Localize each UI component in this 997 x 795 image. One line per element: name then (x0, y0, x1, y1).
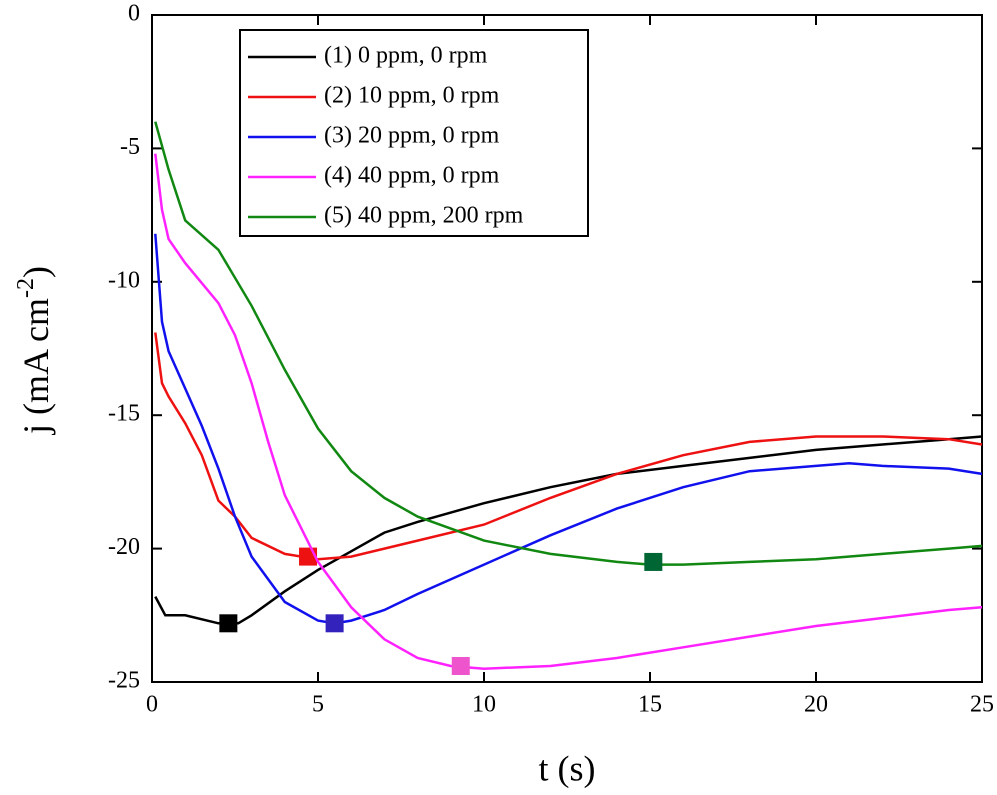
x-tick-label: 10 (472, 692, 496, 718)
y-tick-label: -15 (108, 401, 140, 427)
y-tick-label: -10 (108, 267, 140, 293)
min-marker (451, 656, 470, 675)
y-axis-label-part: ) (16, 266, 56, 278)
plot-frame (151, 14, 983, 683)
x-tick-label: 5 (312, 692, 324, 718)
y-axis-label-part: -2 (13, 278, 39, 298)
min-marker (219, 614, 238, 633)
line-series (154, 121, 983, 566)
x-tick-label: 15 (638, 692, 662, 718)
legend-label: (4) 40 ppm, 0 rpm (324, 163, 500, 189)
y-tick-label: -25 (108, 668, 140, 694)
line-series (154, 233, 983, 625)
y-tick-label: -20 (108, 534, 140, 560)
legend-label: (5) 40 ppm, 200 rpm (324, 203, 524, 229)
legend-box (239, 29, 589, 237)
line-series (154, 332, 983, 561)
x-tick-label: 0 (146, 692, 158, 718)
line-series (154, 153, 983, 670)
legend-label: (2) 10 ppm, 0 rpm (324, 83, 500, 109)
legend-label: (1) 0 ppm, 0 rpm (324, 43, 488, 69)
x-tick-label: 20 (804, 692, 828, 718)
x-axis-label: t (s) (539, 748, 596, 788)
min-marker (644, 552, 663, 571)
x-tick-label: 25 (970, 692, 994, 718)
min-marker (325, 614, 344, 633)
y-tick-label: -5 (120, 134, 140, 160)
y-axis-label: j (mA cm-2) (13, 266, 57, 436)
legend-label: (3) 20 ppm, 0 rpm (324, 123, 500, 149)
y-axis-label-part: j (mA cm (16, 298, 56, 436)
y-tick-label: 0 (128, 1, 140, 27)
